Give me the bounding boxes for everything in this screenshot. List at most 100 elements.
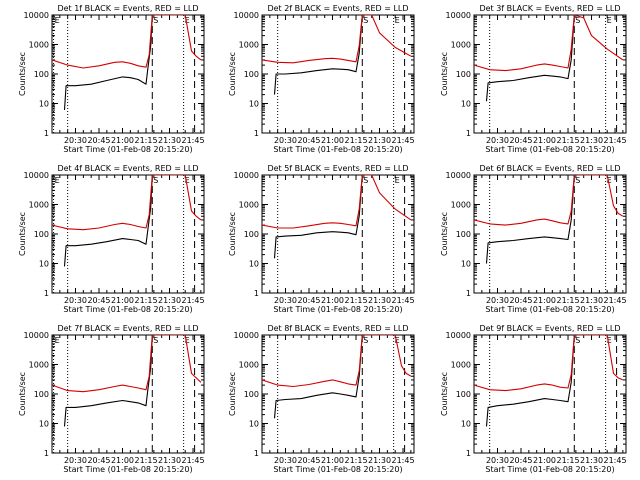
x-tick-label: 21:00 [111,136,134,145]
marker-label: E [395,336,400,345]
x-tick-label: 21:15 [556,296,579,305]
y-axis-label: Counts/sec [440,372,449,416]
y-tick-label: 10 [39,260,49,269]
x-tick-label: 21:45 [391,456,414,465]
y-axis-label: Counts/sec [440,52,449,96]
x-tick-label: 20:45 [509,296,532,305]
plot-frame [473,14,627,134]
series-lld-line [52,175,202,231]
y-tick-label: 10000 [446,171,471,180]
x-tick-label: 21:15 [344,296,367,305]
y-axis-label: Counts/sec [440,212,449,256]
marker-label: E [395,16,400,25]
panel-det-8: Det 8f BLACK = Events, RED = LLD 1 10 100 10… [228,324,415,474]
y-tick-label: 100 [456,70,471,79]
x-tick-label: 21:45 [603,136,626,145]
panel-title: Det 6f BLACK = Events, RED = LLD [479,164,620,173]
series-lld-line [52,335,202,393]
y-axis-label: Counts/sec [228,212,237,256]
marker-label: E [55,176,60,185]
y-tick-label: 1 [254,129,259,138]
series-events-line [63,15,153,111]
plot-frame [261,174,415,294]
y-tick-label: 100 [244,70,259,79]
y-tick-label: 10000 [24,11,49,20]
panel-title: Det 3f BLACK = Events, RED = LLD [479,4,620,13]
x-tick-label: 21:45 [181,296,204,305]
y-tick-label: 1000 [451,201,471,210]
x-tick-label: 20:30 [274,456,297,465]
marker-label: S [153,176,158,185]
panel-det-4: Det 4f BLACK = Events, RED = LLD 1 10 100 10… [18,164,205,314]
marker-label: S [575,336,580,345]
x-tick-label: 21:30 [368,296,391,305]
marker-label: S [153,16,158,25]
marker-label: E [607,176,612,185]
x-tick-label: 21:45 [391,136,414,145]
y-tick-label: 1000 [29,201,49,210]
marker-label: E [185,176,190,185]
panel-title: Det 2f BLACK = Events, RED = LLD [267,4,408,13]
x-tick-label: 20:45 [87,136,110,145]
x-tick-label: 20:45 [87,456,110,465]
y-tick-label: 1 [254,449,259,458]
x-tick-label: 21:00 [533,136,556,145]
series-events-line [273,335,363,419]
series-lld-line [262,335,412,388]
y-tick-label: 1 [44,129,49,138]
x-tick-label: 21:00 [533,296,556,305]
y-tick-label: 10 [249,420,259,429]
y-tick-label: 1000 [239,41,259,50]
x-axis-label: Start Time (01-Feb-08 20:15:20) [485,145,614,154]
y-tick-label: 10 [461,100,471,109]
series-lld-line [474,175,624,226]
series-events-line [485,15,575,102]
y-tick-label: 10 [461,420,471,429]
plot-frame [51,14,205,134]
x-axis-label: Start Time (01-Feb-08 20:15:20) [63,305,192,314]
x-tick-label: 21:15 [134,456,157,465]
series-events-line [273,175,363,259]
series-events-line [273,15,363,95]
panel-det-3: Det 3f BLACK = Events, RED = LLD 1 10 100 10… [440,4,627,154]
x-tick-label: 20:45 [297,296,320,305]
y-tick-label: 10000 [446,331,471,340]
x-tick-label: 21:30 [580,136,603,145]
y-axis-label: Counts/sec [228,52,237,96]
y-tick-label: 10000 [24,331,49,340]
panel-title: Det 1f BLACK = Events, RED = LLD [57,4,198,13]
plot-frame [473,174,627,294]
plot-frame [51,174,205,294]
x-tick-label: 21:45 [603,456,626,465]
y-tick-label: 100 [456,230,471,239]
y-axis-label: Counts/sec [18,372,27,416]
y-tick-label: 10 [39,420,49,429]
panel-det-7: Det 7f BLACK = Events, RED = LLD 1 10 100 10… [18,324,205,474]
panel-det-6: Det 6f BLACK = Events, RED = LLD 1 10 100 10… [440,164,627,314]
y-axis-label: Counts/sec [228,372,237,416]
marker-label: S [575,176,580,185]
y-tick-label: 100 [244,230,259,239]
y-tick-label: 1000 [239,361,259,370]
y-tick-label: 10000 [446,11,471,20]
marker-label: S [575,16,580,25]
series-events-line [485,175,575,264]
series-events-line [485,335,575,427]
x-tick-label: 21:45 [181,136,204,145]
y-tick-label: 10000 [24,171,49,180]
y-tick-label: 10000 [234,171,259,180]
y-tick-label: 1000 [239,201,259,210]
y-tick-label: 1 [466,449,471,458]
marker-label: S [363,176,368,185]
panel-det-5: Det 5f BLACK = Events, RED = LLD 1 10 100 10… [228,164,415,314]
x-tick-label: 20:45 [297,456,320,465]
x-tick-label: 21:45 [181,456,204,465]
x-tick-label: 20:45 [297,136,320,145]
marker-label: S [363,336,368,345]
series-events-line [63,175,153,267]
y-tick-label: 100 [34,70,49,79]
y-tick-label: 1000 [29,41,49,50]
x-tick-label: 21:00 [111,296,134,305]
x-tick-label: 20:30 [486,456,509,465]
